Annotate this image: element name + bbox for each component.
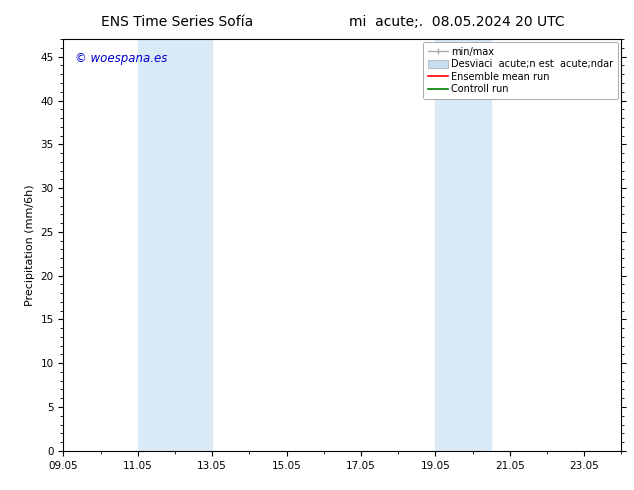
Text: mi  acute;.  08.05.2024 20 UTC: mi acute;. 08.05.2024 20 UTC xyxy=(349,15,564,29)
Y-axis label: Precipitation (mm/6h): Precipitation (mm/6h) xyxy=(25,184,35,306)
Legend: min/max, Desviaci  acute;n est  acute;ndar, Ensemble mean run, Controll run: min/max, Desviaci acute;n est acute;ndar… xyxy=(424,42,618,99)
Bar xyxy=(138,39,212,451)
Bar xyxy=(436,39,491,451)
Text: ENS Time Series Sofía: ENS Time Series Sofía xyxy=(101,15,254,29)
Text: © woespana.es: © woespana.es xyxy=(75,51,167,65)
